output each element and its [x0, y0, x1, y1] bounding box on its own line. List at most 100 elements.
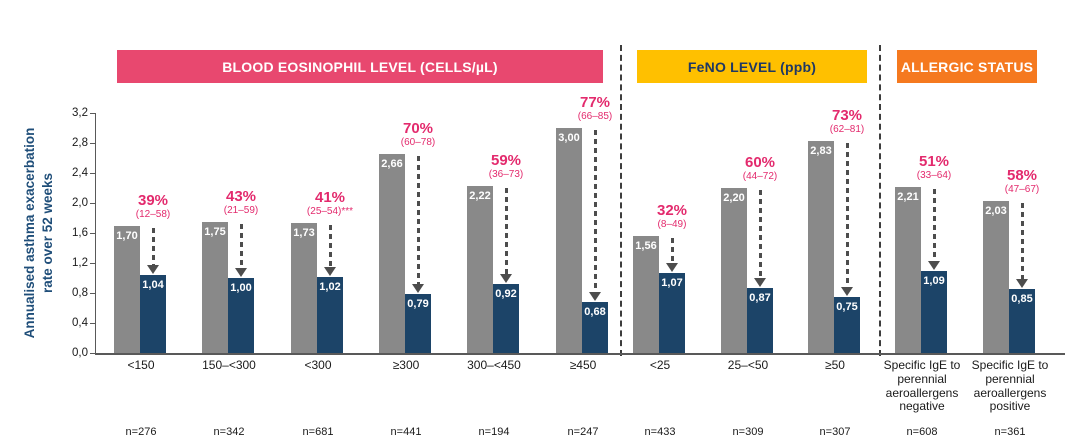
reduction-percent: 77%: [579, 93, 611, 111]
bar-value-label: 1,56: [635, 240, 657, 252]
bar-value-label: 2,66: [381, 158, 403, 170]
reduction-percent: 59%: [490, 151, 522, 169]
category-label: <25: [649, 358, 671, 372]
y-axis-tick: [90, 293, 95, 294]
bar-value-label: 1,00: [230, 282, 252, 294]
x-axis-line: [95, 353, 1065, 355]
confidence-interval: (25–54)***: [306, 206, 354, 217]
bar-value-label: 1,04: [142, 279, 164, 291]
bar-treatment: 0,75: [834, 297, 860, 353]
arrow-down-icon: [500, 274, 512, 283]
bar-value-label: 3,00: [558, 132, 580, 144]
confidence-interval: (8–49): [657, 219, 687, 230]
bar-comparator: 3,00: [556, 128, 582, 353]
reduction-label-block: 59% (36–73): [446, 139, 566, 181]
bar-value-label: 0,85: [1011, 293, 1033, 305]
bar-treatment: 1,04: [140, 275, 166, 353]
category-label: <150: [127, 358, 155, 372]
category-label: Specific IgE to perennial aeroallergens …: [883, 358, 961, 414]
arrow-down-icon: [147, 265, 159, 274]
bar-treatment: 1,00: [228, 278, 254, 353]
y-axis-title-line: Annualised asthma exacerbation: [22, 127, 38, 339]
reduction-percent: 32%: [656, 201, 688, 219]
sample-size-label: n=608: [906, 426, 938, 438]
category-label: 25–<50: [727, 358, 769, 372]
bar-comparator: 2,20: [721, 188, 747, 353]
reduction-arrow-line: [329, 225, 332, 267]
confidence-interval: (33–64): [916, 170, 952, 181]
y-axis-tick: [90, 173, 95, 174]
bar-value-label: 0,79: [407, 298, 429, 310]
arrow-down-icon: [841, 287, 853, 296]
bar-value-label: 0,87: [749, 292, 771, 304]
bar-value-label: 1,75: [204, 226, 226, 238]
group-header-band: BLOOD EOSINOPHIL LEVEL (CELLS/µL): [117, 50, 603, 83]
bar-value-label: 1,07: [661, 277, 683, 289]
bar-comparator: 1,70: [114, 226, 140, 353]
category-label: <300: [304, 358, 332, 372]
y-tick-label: 0,8: [72, 287, 88, 299]
sample-size-label: n=194: [478, 426, 510, 438]
bar-value-label: 0,75: [836, 301, 858, 313]
bar-value-label: 2,21: [897, 191, 919, 203]
bar-treatment: 0,87: [747, 288, 773, 353]
bar-value-label: 2,20: [723, 192, 745, 204]
arrow-down-icon: [324, 267, 336, 276]
reduction-label-block: 58% (47–67): [962, 154, 1069, 196]
bar-comparator: 2,03: [983, 201, 1009, 353]
group-separator: [879, 45, 881, 356]
confidence-interval: (47–67): [1004, 184, 1040, 195]
sample-size-label: n=309: [732, 426, 764, 438]
sample-size-label: n=276: [125, 426, 157, 438]
arrow-down-icon: [589, 292, 601, 301]
bar-value-label: 1,73: [293, 227, 315, 239]
bar-value-label: 1,09: [923, 275, 945, 287]
bar-value-label: 1,70: [116, 230, 138, 242]
category-label: 300–<450: [467, 358, 521, 372]
arrow-down-icon: [754, 278, 766, 287]
bar-value-label: 0,92: [495, 288, 517, 300]
bar-value-label: 1,02: [319, 281, 341, 293]
y-axis-title-line: rate over 52 weeks: [40, 172, 55, 294]
reduction-label-block: 41% (25–54)***: [270, 176, 390, 218]
sample-size-label: n=307: [819, 426, 851, 438]
sample-size-label: n=441: [390, 426, 422, 438]
y-axis-tick: [90, 263, 95, 264]
bar-value-label: 2,03: [985, 205, 1007, 217]
arrow-down-icon: [235, 268, 247, 277]
reduction-arrow-line: [594, 130, 597, 292]
arrow-down-icon: [666, 263, 678, 272]
bar-comparator: 2,21: [895, 187, 921, 353]
confidence-interval: (60–78): [400, 137, 436, 148]
y-axis-line: [95, 113, 96, 355]
reduction-arrow-line: [933, 189, 936, 261]
group-header-band: FeNO LEVEL (ppb): [637, 50, 867, 83]
reduction-label-block: 43% (21–59): [181, 175, 301, 217]
reduction-arrow-line: [240, 224, 243, 268]
y-axis-tick: [90, 353, 95, 354]
bar-treatment: 1,07: [659, 273, 685, 353]
reduction-label-block: 39% (12–58): [93, 179, 213, 221]
sample-size-label: n=361: [994, 426, 1026, 438]
confidence-interval: (21–59): [223, 205, 259, 216]
y-axis-tick: [90, 143, 95, 144]
reduction-label-block: 60% (44–72): [700, 141, 820, 183]
category-label: ≥450: [569, 358, 597, 372]
y-axis-tick: [90, 203, 95, 204]
y-tick-label: 1,6: [72, 227, 88, 239]
sample-size-label: n=681: [302, 426, 334, 438]
confidence-interval: (12–58): [135, 209, 171, 220]
sample-size-label: n=247: [567, 426, 599, 438]
reduction-arrow-line: [152, 228, 155, 265]
confidence-interval: (62–81): [829, 124, 865, 135]
reduction-percent: 60%: [744, 153, 776, 171]
y-axis-tick: [90, 233, 95, 234]
bar-comparator: 2,83: [808, 141, 834, 353]
reduction-label-block: 77% (66–85): [535, 81, 655, 123]
bar-value-label: 2,83: [810, 145, 832, 157]
y-tick-label: 2,8: [72, 137, 88, 149]
y-tick-label: 3,2: [72, 107, 88, 119]
y-tick-label: 2,0: [72, 197, 88, 209]
bar-treatment: 0,92: [493, 284, 519, 353]
y-axis-tick: [90, 113, 95, 114]
